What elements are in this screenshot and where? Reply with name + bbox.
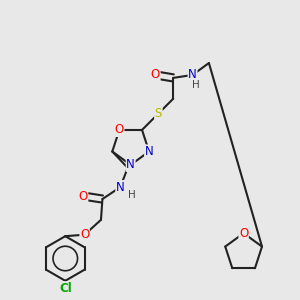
Text: O: O: [80, 228, 89, 241]
Text: N: N: [116, 181, 125, 194]
Text: N: N: [126, 158, 135, 171]
Text: N: N: [145, 145, 153, 158]
Text: O: O: [115, 123, 124, 136]
Text: O: O: [79, 190, 88, 202]
Text: O: O: [239, 227, 248, 240]
Text: H: H: [192, 80, 200, 90]
Text: S: S: [155, 107, 162, 120]
Text: Cl: Cl: [59, 282, 72, 295]
Text: N: N: [188, 68, 197, 81]
Text: H: H: [128, 190, 136, 200]
Text: O: O: [151, 68, 160, 81]
